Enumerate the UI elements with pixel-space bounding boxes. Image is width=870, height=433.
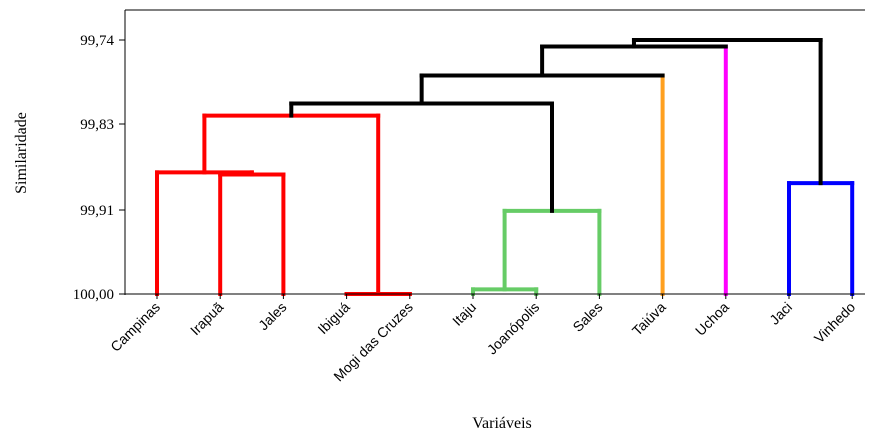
leaf-label: Itaju	[449, 299, 479, 329]
y-tick-label: 99,91	[80, 203, 114, 219]
leaf-label: Irapuã	[187, 299, 227, 339]
x-axis-title: Variáveis	[472, 415, 532, 432]
dendrogram-links	[155, 38, 855, 296]
y-tick-label: 99,74	[80, 33, 114, 49]
leaf-label: Jaci	[766, 299, 795, 328]
leaf-label: Sales	[569, 299, 605, 335]
y-tick-label: 100,00	[73, 287, 114, 303]
y-axis-ticks: 99,74 99,83 99,91 100,00	[73, 33, 125, 303]
leaf-label: Jales	[255, 299, 289, 333]
leaf-label: Taiúva	[629, 299, 669, 339]
y-tick-label: 99,83	[80, 117, 114, 133]
leaf-label: Ibiguá	[314, 299, 352, 337]
plot-frame	[124, 9, 865, 295]
leaf-label: Uchoa	[692, 299, 732, 339]
leaf-label: Vinhedo	[811, 299, 859, 347]
leaf-label: Campinas	[107, 299, 163, 355]
leaf-label: Joanópolis	[484, 299, 543, 358]
y-axis-title: Similaridade	[13, 112, 30, 194]
